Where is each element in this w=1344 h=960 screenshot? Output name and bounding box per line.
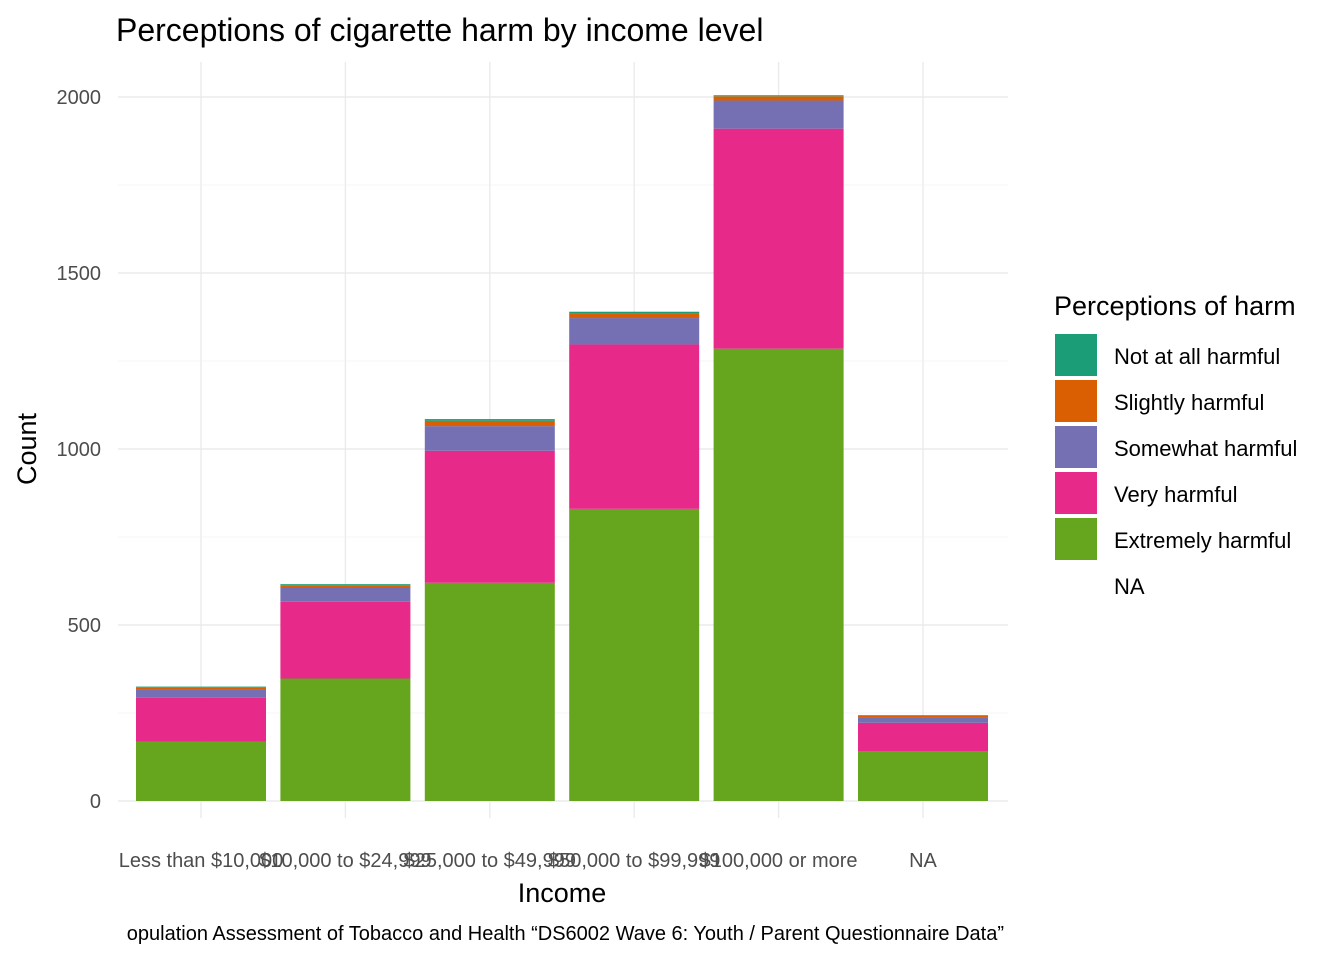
bar-segment	[569, 508, 700, 801]
bar-segment	[424, 426, 555, 451]
bar-segment	[569, 313, 700, 319]
bar-segment	[713, 348, 844, 801]
bar-segment	[136, 687, 266, 690]
legend-label: Somewhat harmful	[1114, 436, 1297, 461]
x-axis-ticks: Less than $10,000$10,000 to $24,999$25,0…	[119, 850, 938, 872]
bar-segment	[280, 601, 411, 679]
bar-segment	[136, 697, 266, 742]
legend-key	[1055, 518, 1097, 560]
bar-segment	[858, 715, 988, 716]
bar-segment	[569, 344, 700, 509]
legend-key	[1055, 426, 1097, 468]
x-tick-label: Less than $10,000	[119, 850, 284, 872]
y-tick-label: 0	[90, 791, 101, 813]
bar-segment	[424, 420, 555, 427]
bar-segment	[280, 678, 411, 801]
bar-segment	[136, 741, 266, 801]
y-tick-label: 1500	[57, 263, 102, 285]
bar-segment	[713, 95, 844, 97]
legend: Perceptions of harm Not at all harmful Sl…	[1054, 291, 1297, 599]
x-tick-label: $50,000 to $99,999	[548, 850, 720, 872]
bars	[136, 95, 988, 801]
bar-segment	[713, 100, 844, 129]
legend-label: Very harmful	[1114, 482, 1238, 507]
bar-segment	[424, 450, 555, 583]
bar-segment	[569, 318, 700, 345]
x-tick-label: $100,000 or more	[700, 850, 858, 872]
y-tick-label: 2000	[57, 87, 102, 109]
x-tick-label: $25,000 to $49,999	[404, 850, 576, 872]
legend-key	[1055, 472, 1097, 514]
x-tick-label: NA	[909, 850, 937, 872]
legend-label: Slightly harmful	[1114, 390, 1264, 415]
chart-caption: opulation Assessment of Tobacco and Heal…	[127, 923, 1004, 945]
chart-title: Perceptions of cigarette harm by income …	[116, 12, 763, 48]
bar-segment	[858, 751, 988, 801]
x-tick-label: $10,000 to $24,999	[259, 850, 431, 872]
bar-segment	[424, 419, 555, 421]
legend-label: NA	[1114, 574, 1145, 599]
bar-segment	[280, 585, 411, 587]
bar-segment	[569, 311, 700, 314]
y-tick-label: 500	[68, 615, 101, 637]
bar-segment	[424, 582, 555, 801]
bar-segment	[713, 128, 844, 349]
legend-label: Not at all harmful	[1114, 344, 1280, 369]
bar-segment	[136, 686, 266, 688]
y-tick-label: 1000	[57, 439, 102, 461]
bar-segment	[858, 717, 988, 723]
bar-segment	[136, 689, 266, 698]
legend-key	[1055, 380, 1097, 422]
y-axis-title: Count	[12, 412, 42, 485]
bar-segment	[713, 96, 844, 101]
bar-segment	[280, 586, 411, 602]
y-axis-ticks: 0 500 1000 1500 2000	[57, 87, 102, 813]
legend-key	[1055, 334, 1097, 376]
bar-segment	[858, 715, 988, 718]
x-axis-title: Income	[518, 878, 607, 908]
legend-title: Perceptions of harm	[1054, 291, 1296, 321]
bar-segment	[280, 584, 411, 586]
legend-label: Extremely harmful	[1114, 528, 1291, 553]
bar-segment	[858, 722, 988, 752]
